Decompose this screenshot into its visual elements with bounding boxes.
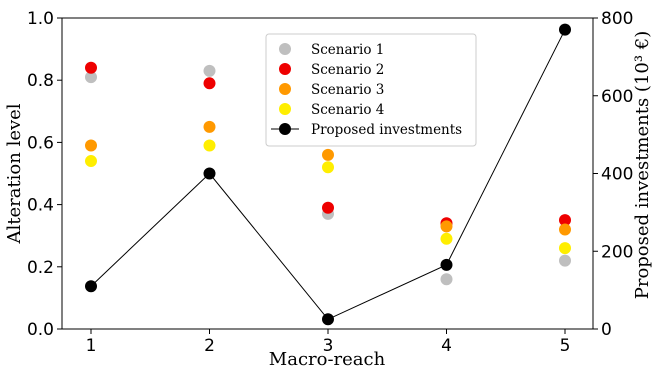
right-tick-label: 600 (601, 87, 633, 107)
x-tick-label: 3 (323, 336, 334, 356)
data-point-series-3 (559, 223, 571, 236)
data-point-series-3 (440, 220, 453, 233)
right-axis: 0 200 400 600 800 (593, 9, 633, 340)
data-point-series-2 (203, 77, 216, 90)
legend-label: Scenario 2 (311, 62, 384, 78)
left-axis: 0.0 0.2 0.4 0.6 0.8 1.0 (27, 9, 62, 340)
legend-marker (279, 103, 291, 115)
legend-marker (279, 83, 291, 95)
data-point-series-1 (203, 64, 216, 77)
data-point-series-5 (559, 23, 571, 36)
legend-label: Proposed investments (311, 122, 462, 138)
data-point-series-4 (203, 139, 216, 152)
left-tick-label: 0.8 (27, 71, 54, 91)
right-tick-label: 400 (601, 165, 633, 185)
data-point-series-5 (85, 280, 97, 293)
data-point-series-4 (85, 155, 97, 168)
legend-box (265, 33, 477, 147)
x-axis: 1 2 3 4 5 (86, 329, 571, 356)
series-layer (85, 23, 571, 326)
right-tick-label: 800 (601, 9, 633, 29)
data-point-series-4 (322, 161, 334, 174)
left-tick-label: 0.2 (27, 258, 54, 278)
legend-marker (279, 63, 291, 75)
x-tick-label: 2 (204, 336, 215, 356)
legend-label: Scenario 4 (311, 102, 384, 118)
data-point-series-1 (559, 254, 571, 267)
data-point-series-2 (322, 201, 334, 214)
data-point-series-2 (559, 214, 571, 227)
data-point-series-3 (322, 148, 334, 161)
data-point-series-4 (559, 242, 571, 255)
right-y-axis-label: Proposed investments (10³ €) (632, 31, 653, 300)
data-point-series-5 (322, 313, 334, 326)
data-point-series-4 (440, 232, 453, 245)
legend-label: Scenario 1 (311, 42, 384, 58)
data-point-series-5 (203, 167, 216, 180)
left-y-axis-label: Alteration level (4, 103, 25, 244)
x-tick-label: 4 (441, 336, 452, 356)
x-tick-label: 1 (86, 336, 97, 356)
legend-label: Scenario 3 (311, 82, 384, 98)
left-tick-label: 0.4 (27, 196, 54, 216)
x-tick-label: 5 (560, 336, 571, 356)
left-tick-label: 0.6 (27, 133, 54, 153)
data-point-series-5 (440, 258, 453, 271)
legend: Scenario 1 Scenario 2 Scenario 3 Scenario 4… (265, 33, 477, 147)
right-tick-label: 0 (601, 320, 612, 340)
right-tick-label: 200 (601, 242, 633, 262)
data-point-series-3 (203, 120, 216, 133)
legend-marker (279, 123, 291, 135)
left-tick-label: 1.0 (27, 9, 54, 29)
data-point-series-2 (85, 61, 97, 74)
data-point-series-1 (85, 71, 97, 84)
left-tick-label: 0.0 (27, 320, 54, 340)
data-point-series-3 (85, 139, 97, 152)
data-point-series-1 (440, 273, 453, 286)
x-axis-label: Macro-reach (269, 349, 386, 370)
legend-marker (279, 43, 291, 55)
